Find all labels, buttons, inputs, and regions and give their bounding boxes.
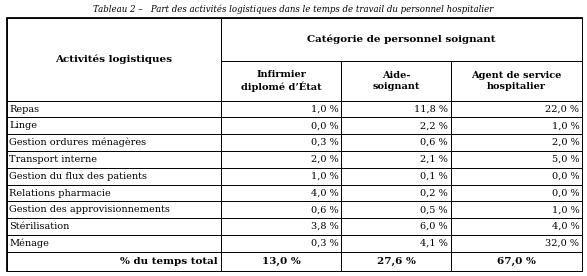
Bar [221,101,341,118]
Bar [341,218,451,235]
Text: % du temps total: % du temps total [120,257,218,266]
Bar [451,252,582,271]
Text: Gestion du flux des patients: Gestion du flux des patients [9,172,147,181]
Text: Tableau 2 –   Part des activités logistiques dans le temps de travail du personn: Tableau 2 – Part des activités logistiqu… [93,4,494,14]
Bar [221,168,341,185]
Bar [341,61,451,101]
Bar [7,118,221,134]
Text: 0,6 %: 0,6 % [311,205,338,214]
Text: 4,1 %: 4,1 % [420,239,448,248]
Text: Activités logistiques: Activités logistiques [55,55,173,64]
Text: Agent de service
hospitalier: Agent de service hospitalier [471,71,562,91]
Text: 1,0 %: 1,0 % [311,172,338,181]
Text: 4,0 %: 4,0 % [552,222,579,231]
Bar [7,151,221,168]
Text: 1,0 %: 1,0 % [552,205,579,214]
Text: 5,0 %: 5,0 % [552,155,579,164]
Text: Infirmier
diplomé d’État: Infirmier diplomé d’État [241,70,321,92]
Text: 0,6 %: 0,6 % [420,138,448,147]
Text: 3,8 %: 3,8 % [311,222,338,231]
Text: 0,3 %: 0,3 % [311,138,338,147]
Bar [221,185,341,201]
Bar [341,151,451,168]
Bar [451,201,582,218]
Text: Ménage: Ménage [9,239,49,248]
Bar [221,61,341,101]
Text: Gestion ordures ménagères: Gestion ordures ménagères [9,138,147,147]
Text: 0,5 %: 0,5 % [420,205,448,214]
Bar [7,101,221,118]
Bar [341,134,451,151]
Bar [7,218,221,235]
Text: 22,0 %: 22,0 % [545,105,579,113]
Text: Relations pharmacie: Relations pharmacie [9,189,111,198]
Bar [7,168,221,185]
Bar [451,61,582,101]
Bar [451,218,582,235]
Text: 0,0 %: 0,0 % [311,121,338,130]
Text: Stérilisation: Stérilisation [9,222,70,231]
Bar [341,185,451,201]
Bar [451,134,582,151]
Text: 2,1 %: 2,1 % [420,155,448,164]
Bar [221,235,341,252]
Text: 0,0 %: 0,0 % [552,172,579,181]
Bar [221,218,341,235]
Text: Transport interne: Transport interne [9,155,97,164]
Bar [341,101,451,118]
Bar [221,201,341,218]
Text: 4,0 %: 4,0 % [311,189,338,198]
Text: 6,0 %: 6,0 % [420,222,448,231]
Bar [451,185,582,201]
Text: 13,0 %: 13,0 % [262,257,301,266]
Text: 0,1 %: 0,1 % [420,172,448,181]
Bar [221,151,341,168]
Bar [341,201,451,218]
Bar [221,134,341,151]
Bar [341,252,451,271]
Text: 2,0 %: 2,0 % [311,155,338,164]
Text: 2,2 %: 2,2 % [420,121,448,130]
Text: Aide-
soignant: Aide- soignant [372,71,420,91]
Bar [221,118,341,134]
Bar [341,168,451,185]
Bar [7,134,221,151]
Text: Gestion des approvisionnements: Gestion des approvisionnements [9,205,170,214]
Bar [221,252,341,271]
Bar [7,185,221,201]
Text: 0,2 %: 0,2 % [420,189,448,198]
Bar [7,252,221,271]
Bar [7,201,221,218]
Bar [451,101,582,118]
Text: 27,6 %: 27,6 % [377,257,416,266]
Text: 67,0 %: 67,0 % [497,257,536,266]
Bar [341,118,451,134]
Text: 1,0 %: 1,0 % [552,121,579,130]
Text: 0,0 %: 0,0 % [552,189,579,198]
Text: 0,3 %: 0,3 % [311,239,338,248]
Text: 32,0 %: 32,0 % [545,239,579,248]
Text: Linge: Linge [9,121,38,130]
Text: 2,0 %: 2,0 % [552,138,579,147]
Text: 1,0 %: 1,0 % [311,105,338,113]
Bar [451,151,582,168]
Text: Catégorie de personnel soignant: Catégorie de personnel soignant [307,35,496,44]
Bar [451,235,582,252]
Bar [221,18,582,61]
Text: Repas: Repas [9,105,39,113]
Bar [341,235,451,252]
Text: 11,8 %: 11,8 % [414,105,448,113]
Bar [451,118,582,134]
Bar [7,18,221,101]
Bar [451,168,582,185]
Bar [7,235,221,252]
